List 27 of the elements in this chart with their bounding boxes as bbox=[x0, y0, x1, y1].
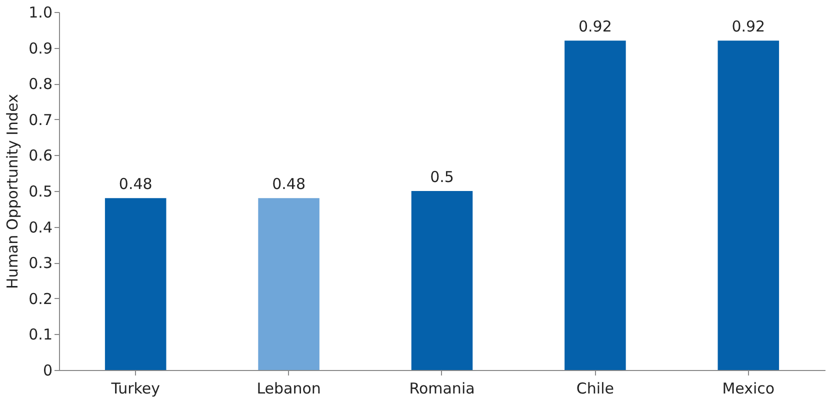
data-label: 0.5 bbox=[430, 168, 454, 186]
bar bbox=[564, 40, 626, 370]
data-label: 0.48 bbox=[272, 175, 306, 194]
y-tick-label: 0.6 bbox=[28, 146, 52, 165]
data-label: 0.92 bbox=[732, 18, 766, 36]
bar bbox=[718, 40, 780, 370]
y-tick-label: 0.4 bbox=[28, 218, 52, 236]
bar bbox=[104, 198, 166, 370]
y-tick-label: 0.3 bbox=[28, 254, 52, 272]
data-label: 0.48 bbox=[118, 175, 152, 194]
x-tick-label: Chile bbox=[576, 380, 614, 398]
y-tick-label: 0 bbox=[42, 362, 52, 380]
y-tick-label: 0.5 bbox=[28, 182, 52, 200]
x-tick-label: Turkey bbox=[110, 380, 160, 398]
y-tick-label: 0.9 bbox=[28, 39, 52, 58]
data-label: 0.92 bbox=[578, 18, 612, 36]
y-axis-title: Human Opportunity Index bbox=[4, 94, 22, 289]
y-tick-label: 0.2 bbox=[28, 290, 52, 308]
y-tick-label: 0.8 bbox=[28, 75, 52, 94]
y-tick-label: 1.0 bbox=[28, 4, 52, 22]
y-tick-label: 0.1 bbox=[28, 326, 52, 344]
x-tick-label: Lebanon bbox=[256, 380, 321, 398]
y-tick-label: 0.7 bbox=[28, 110, 52, 129]
x-tick-label: Romania bbox=[409, 380, 475, 398]
bar bbox=[258, 198, 320, 370]
bar bbox=[411, 191, 473, 370]
x-tick-label: Mexico bbox=[722, 380, 775, 398]
